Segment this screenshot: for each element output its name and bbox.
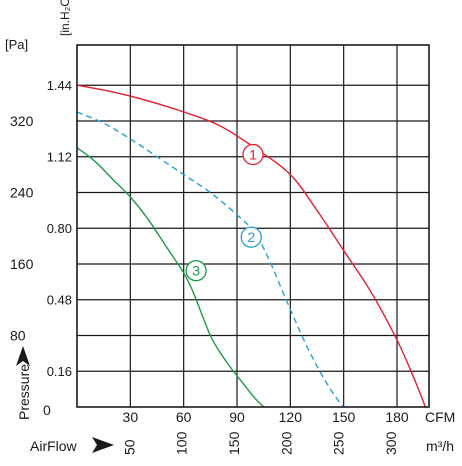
y-axis-label: Pressure — [16, 364, 32, 420]
origin-label: 0 — [43, 402, 51, 418]
y-inh2o-tick-label: 0.16 — [47, 364, 72, 379]
series-label-circle-3 — [185, 260, 207, 282]
y-inh2o-tick-label: 1.44 — [47, 78, 72, 93]
pressure-arrow-icon — [16, 346, 30, 366]
series-label-2: 2 — [247, 229, 255, 245]
x-m3h-tick-label: 150 — [226, 431, 242, 455]
x-m3h-tick-label: 50 — [121, 439, 137, 455]
x-cfm-tick-label: 30 — [123, 409, 139, 425]
x-m3h-tick-label: 250 — [331, 431, 347, 455]
series-label-circle-1 — [242, 143, 264, 166]
y-pa-ticks: 80 160 240 320 — [10, 113, 34, 344]
series-labels: 1 2 3 — [185, 143, 264, 282]
x-axis-label: AirFlow — [30, 438, 78, 454]
y-inh2o-unit: [in.H₂O] — [58, 0, 72, 36]
airflow-arrow-icon — [92, 437, 114, 453]
x-cfm-unit: CFM — [425, 409, 455, 425]
series-label-circle-2 — [240, 226, 262, 248]
x-cfm-tick-label: 150 — [332, 409, 356, 425]
x-m3h-tick-label: 100 — [174, 431, 190, 455]
x-cfm-tick-label: 60 — [176, 409, 192, 425]
y-inh2o-tick-label: 0.48 — [47, 293, 72, 308]
x-m3h-unit: m³/h — [426, 438, 454, 454]
x-cfm-ticks: 30 60 90 120 150 180 — [123, 409, 409, 425]
y-inh2o-tick-label: 0.80 — [47, 221, 72, 236]
series-curve-3 — [77, 147, 265, 407]
x-m3h-tick-label: 300 — [383, 431, 399, 455]
grid-lines — [77, 45, 429, 407]
y-inh2o-tick-label: 1.12 — [47, 150, 72, 165]
series-label-1: 1 — [249, 146, 257, 162]
x-cfm-tick-label: 180 — [385, 409, 409, 425]
y-pa-tick-label: 240 — [10, 184, 34, 200]
series-curve-1 — [77, 84, 427, 407]
y-inh2o-ticks: 0.16 0.48 0.80 1.12 1.44 — [47, 78, 72, 379]
plot-frame — [76, 44, 430, 408]
x-m3h-tick-label: 200 — [278, 431, 294, 455]
y-pa-tick-label: 160 — [10, 256, 34, 272]
y-pa-unit: [Pa] — [5, 37, 28, 52]
x-cfm-tick-label: 120 — [279, 409, 303, 425]
x-m3h-ticks: 50 100 150 200 250 300 — [121, 431, 399, 455]
y-pa-tick-label: 80 — [10, 327, 26, 343]
y-pa-tick-label: 320 — [10, 113, 34, 129]
x-cfm-tick-label: 90 — [229, 409, 245, 425]
series-label-3: 3 — [192, 263, 200, 279]
curves — [77, 84, 427, 407]
